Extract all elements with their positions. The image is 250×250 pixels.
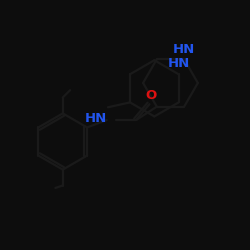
Text: O: O [145,89,156,102]
Text: HN: HN [168,57,190,70]
Text: HN: HN [84,112,107,126]
Text: HN: HN [173,42,195,56]
